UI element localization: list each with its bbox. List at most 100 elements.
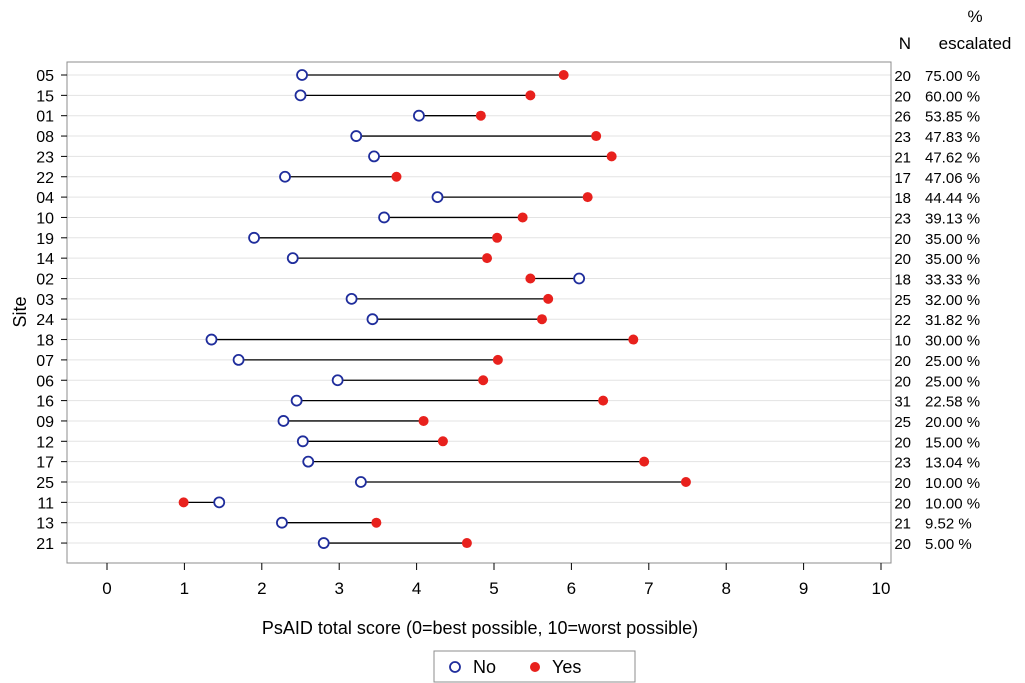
site-label: 24 <box>36 312 54 329</box>
point-no <box>290 394 303 407</box>
pct-escalated: 22.58 % <box>925 394 980 411</box>
point-yes <box>482 253 493 264</box>
point-no <box>354 476 367 488</box>
n-value: 20 <box>894 68 911 85</box>
n-value: 18 <box>894 190 911 207</box>
site-label: 25 <box>36 475 54 492</box>
n-header: N <box>899 34 911 53</box>
x-axis-title: PsAID total score (0=best possible, 10=w… <box>262 618 698 638</box>
point-yes <box>371 517 382 528</box>
right-columns: 20 75.00 % 20 60.00 % 26 53.85 % 23 47.83 % 21 47… <box>894 68 980 553</box>
x-tick-label: 1 <box>180 579 189 598</box>
n-value: 26 <box>894 109 911 126</box>
x-tick-label: 6 <box>567 579 576 598</box>
site-label: 06 <box>36 373 54 390</box>
pct-escalated: 39.13 % <box>925 210 980 227</box>
markers <box>178 69 691 549</box>
point-no <box>286 252 299 265</box>
pct-escalated: 31.82 % <box>925 312 980 329</box>
pct-escalated: 15.00 % <box>925 434 980 451</box>
point-yes <box>558 70 569 80</box>
x-tick-label: 7 <box>644 579 653 598</box>
point-no <box>302 455 315 468</box>
point-yes <box>536 314 547 325</box>
site-label: 11 <box>37 495 54 512</box>
point-no <box>296 69 308 81</box>
legend: No Yes <box>433 650 636 683</box>
x-axis: 0 1 2 3 4 5 6 7 8 9 10 <box>102 563 890 598</box>
site-label: 03 <box>36 292 54 309</box>
n-value: 20 <box>894 231 911 248</box>
legend-frame <box>433 650 636 683</box>
n-value: 25 <box>894 292 911 309</box>
n-value: 18 <box>894 272 911 289</box>
site-label: 01 <box>36 109 54 126</box>
site-label: 02 <box>36 272 54 289</box>
point-no <box>573 272 586 285</box>
point-no <box>345 292 358 305</box>
n-value: 20 <box>894 495 911 512</box>
pct-escalated: 30.00 % <box>925 333 980 350</box>
point-yes <box>178 497 189 508</box>
point-no <box>366 313 379 326</box>
pct-escalated: 60.00 % <box>925 88 980 105</box>
site-label: 09 <box>36 414 54 431</box>
pct-escalated: 75.00 % <box>925 68 980 85</box>
point-no <box>413 109 425 122</box>
pct-escalated: 47.62 % <box>925 149 980 166</box>
site-label: 04 <box>36 190 54 207</box>
site-label: 15 <box>36 88 54 105</box>
point-no <box>431 191 444 204</box>
legend-yes-marker <box>530 662 540 672</box>
site-label: 18 <box>36 333 54 350</box>
site-labels: 05 15 01 08 23 22 04 10 19 14 02 03 24 18 07 06 16 09 12 17… <box>36 68 67 553</box>
point-yes <box>492 232 503 243</box>
pct-escalated: 44.44 % <box>925 190 980 207</box>
point-no <box>368 150 380 163</box>
pct-escalated: 10.00 % <box>925 495 980 512</box>
n-value: 23 <box>894 129 911 146</box>
pct-escalated: 35.00 % <box>925 231 980 248</box>
x-tick-label: 3 <box>334 579 343 598</box>
n-value: 20 <box>894 88 911 105</box>
n-value: 20 <box>894 373 911 390</box>
pct-escalated: 53.85 % <box>925 109 980 126</box>
point-no <box>276 516 288 529</box>
n-value: 21 <box>894 516 911 533</box>
point-yes <box>418 415 429 426</box>
point-yes <box>391 171 402 182</box>
point-no <box>350 130 363 142</box>
pct-escalated: 13.04 % <box>925 455 980 472</box>
legend-no-label: No <box>473 657 496 677</box>
point-yes <box>606 151 617 162</box>
point-yes <box>475 110 486 121</box>
pct-escalated: 20.00 % <box>925 414 980 431</box>
point-yes <box>525 273 536 284</box>
x-tick-label: 10 <box>872 579 891 598</box>
point-yes <box>591 131 602 142</box>
n-value: 20 <box>894 475 911 492</box>
point-yes <box>582 192 593 203</box>
n-value: 20 <box>894 434 911 451</box>
x-tick-label: 8 <box>721 579 730 598</box>
point-no <box>232 353 245 366</box>
legend-yes-label: Yes <box>552 657 581 677</box>
site-label: 21 <box>36 536 54 553</box>
point-yes <box>461 538 472 549</box>
site-label: 17 <box>36 455 54 472</box>
point-no <box>277 415 290 427</box>
point-yes <box>680 477 691 487</box>
point-yes <box>478 375 489 386</box>
site-label: 12 <box>36 434 54 451</box>
site-label: 16 <box>36 394 54 411</box>
pct-escalated: 9.52 % <box>925 516 972 533</box>
point-yes <box>639 456 650 467</box>
n-value: 31 <box>894 394 911 411</box>
pct-escalated: 33.33 % <box>925 272 980 289</box>
point-no <box>296 435 309 448</box>
plot-frame <box>66 61 892 564</box>
site-label: 07 <box>36 353 54 370</box>
n-value: 23 <box>894 455 911 472</box>
pct-escalated: 10.00 % <box>925 475 980 492</box>
